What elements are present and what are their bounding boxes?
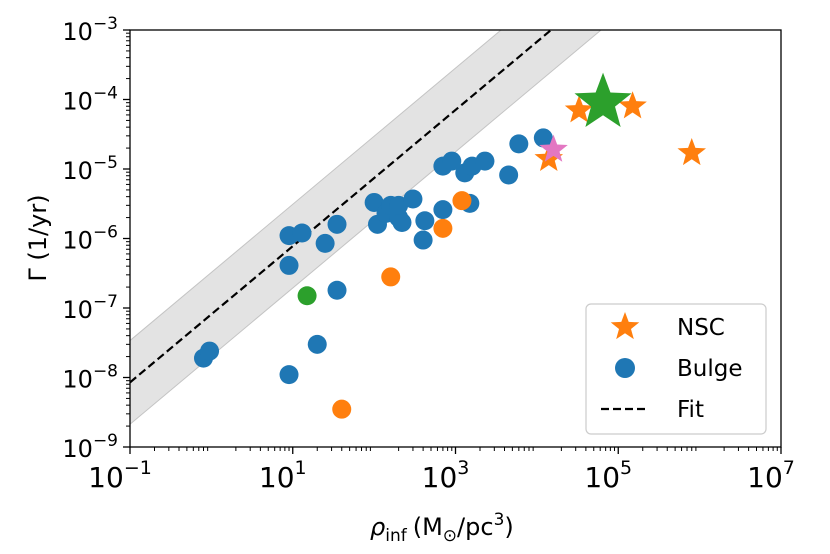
x-label-unit-mid: /pc [457,513,494,541]
bulge-point-3 [307,334,327,354]
bulge-point-15 [392,212,412,232]
y-tick-label-5: 10−4 [62,84,118,116]
x-label-sub: inf [385,526,407,546]
orange-circles-point-3 [332,399,352,419]
y-tick-label-6: 10−3 [62,14,118,46]
bulge-point-18 [413,230,433,250]
bulge-point-20 [433,200,453,220]
legend-bulge-marker [615,358,635,378]
x-tick-label-2: 103 [422,457,470,494]
x-tick-label-3: 105 [584,457,632,494]
nsc-star-0 [564,95,594,123]
x-label-close: ) [504,513,513,541]
nsc-star-1 [618,91,647,119]
x-axis-label: ρinf (M⊙/pc3) [370,510,514,546]
orange-circles-point-2 [381,267,401,287]
bulge-point-16 [389,195,409,215]
y-tick-label-4: 10−5 [62,153,118,185]
bulge-point-9 [327,214,347,234]
green-star-star-0 [574,72,632,127]
bulge-point-17 [403,189,423,209]
y-tick-label-3: 10−6 [62,223,118,255]
bulge-point-22 [442,151,462,171]
y-tick-label-2: 10−7 [62,292,118,324]
bulge-point-1 [200,341,220,361]
bulge-point-19 [415,211,435,231]
x-label-unit-open: (M [413,513,443,541]
x-label-rho: ρ [370,513,385,541]
orange-circles-point-1 [433,218,453,238]
legend-bulge-label: Bulge [677,356,743,382]
bulge-point-5 [327,280,347,300]
x-label-sup: 3 [494,510,505,530]
x-tick-label-1: 101 [259,457,307,494]
y-tick-label-1: 10−8 [62,362,118,394]
bulge-point-8 [315,233,335,253]
x-tick-label-4: 107 [747,457,795,494]
bulge-point-29 [533,128,553,148]
y-axis-label: Γ (1/yr) [24,194,52,281]
bulge-point-7 [292,223,312,243]
bulge-point-27 [499,165,519,185]
bulge-point-28 [509,134,529,154]
fit-uncertainty-band [130,30,602,425]
pink-star-star-0 [539,134,568,162]
x-tick-label-0: 10−1 [88,457,152,494]
fit-line [130,30,553,384]
green-circle-point-0 [297,286,317,306]
data-points-layer [193,72,706,419]
fit-band-layer [130,30,602,425]
bulge-point-2 [279,365,299,385]
x-label-sun: ⊙ [443,526,457,546]
legend-nsc-marker [610,312,640,340]
nsc-star-2 [677,137,706,166]
ticks-layer: 10−1 101 103 105 107 10−9 10−8 10−7 10−6 10−5 10−4… [62,14,794,494]
y-tick-label-0: 10−9 [62,431,118,463]
bulge-point-26 [475,151,495,171]
fit-line-layer [130,30,553,384]
orange-circles-point-0 [452,191,472,211]
legend-nsc-label: NSC [677,315,725,341]
bulge-point-4 [279,255,299,275]
legend-fit-label: Fit [677,397,704,423]
legend: NSC Bulge Fit [585,303,767,435]
